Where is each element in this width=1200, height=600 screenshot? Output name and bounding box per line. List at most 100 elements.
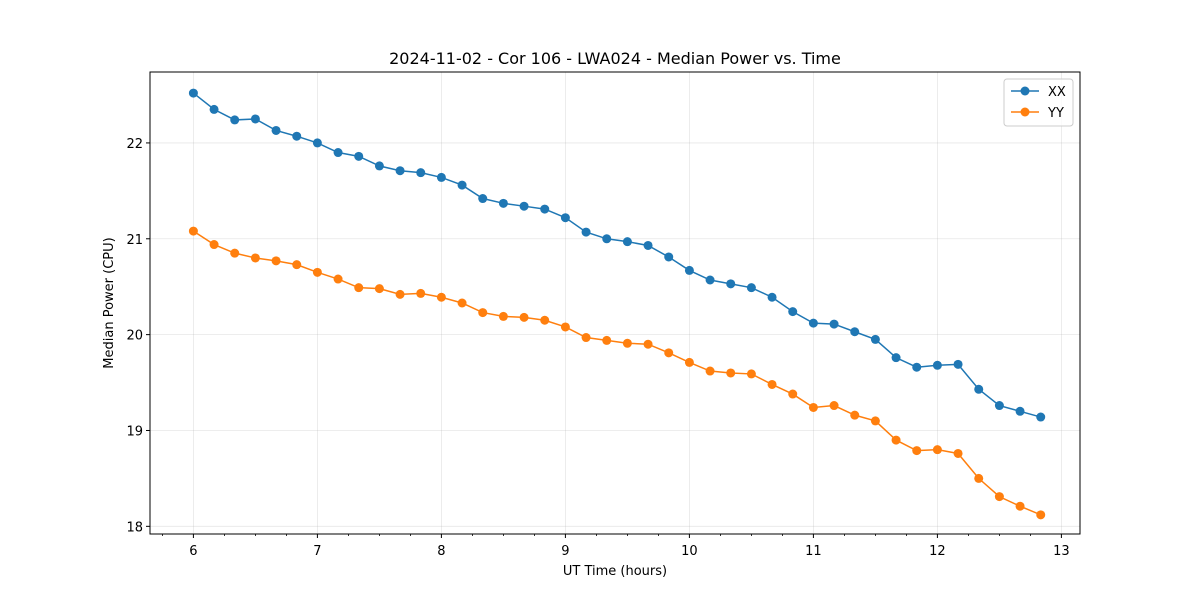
data-point-yy <box>292 260 302 270</box>
data-point-xx <box>684 265 694 275</box>
data-point-yy <box>436 292 446 302</box>
data-point-xx <box>540 204 550 214</box>
data-point-xx <box>436 172 446 182</box>
data-point-xx <box>498 198 508 208</box>
data-point-yy <box>932 445 942 455</box>
data-point-yy <box>519 312 529 322</box>
data-point-yy <box>271 256 281 266</box>
data-point-xx <box>602 234 612 244</box>
data-point-xx <box>994 401 1004 411</box>
data-point-yy <box>994 492 1004 502</box>
data-point-xx <box>188 88 198 98</box>
data-point-yy <box>230 248 240 258</box>
data-point-xx <box>312 138 322 148</box>
data-point-yy <box>850 410 860 420</box>
data-point-xx <box>912 362 922 372</box>
data-point-yy <box>395 289 405 299</box>
data-point-yy <box>602 335 612 345</box>
data-point-xx <box>333 148 343 158</box>
axis-ticks: 6 7 8 9 10 11 12 13 18 19 20 21 22 <box>126 137 1069 559</box>
data-point-xx <box>581 227 591 237</box>
plot-frame <box>149 71 1081 535</box>
x-tick-label: 11 <box>805 544 822 559</box>
data-point-yy <box>1036 510 1046 520</box>
data-point-xx <box>932 360 942 370</box>
data-point-yy <box>788 389 798 399</box>
chart-title: 2024-11-02 - Cor 106 - LWA024 - Median P… <box>389 49 841 68</box>
data-point-xx <box>395 166 405 176</box>
data-point-yy <box>622 338 632 348</box>
data-point-yy <box>478 308 488 318</box>
data-point-xx <box>416 168 426 178</box>
data-point-xx <box>870 334 880 344</box>
data-point-yy <box>829 401 839 411</box>
data-point-xx <box>974 384 984 394</box>
data-point-yy <box>643 339 653 349</box>
x-tick-label: 7 <box>313 544 321 559</box>
data-point-yy <box>416 288 426 298</box>
data-point-xx <box>1015 406 1025 416</box>
data-point-xx <box>250 114 260 124</box>
data-point-yy <box>188 226 198 236</box>
x-tick-label: 6 <box>189 544 197 559</box>
x-axis-label: UT Time (hours) <box>563 564 667 579</box>
data-point-yy <box>767 379 777 389</box>
legend-label-xx: XX <box>1048 85 1066 100</box>
data-point-xx <box>953 359 963 369</box>
data-point-xx <box>726 279 736 289</box>
data-point-xx <box>354 151 364 161</box>
data-point-xx <box>850 327 860 337</box>
data-point-yy <box>1015 501 1025 511</box>
grid <box>150 72 1080 534</box>
x-tick-label: 10 <box>681 544 698 559</box>
data-point-xx <box>622 237 632 247</box>
data-point-yy <box>870 416 880 426</box>
data-point-xx <box>271 125 281 135</box>
data-point-xx <box>808 318 818 328</box>
data-point-yy <box>726 368 736 378</box>
data-point-yy <box>374 284 384 294</box>
data-point-yy <box>953 448 963 458</box>
x-tick-label: 8 <box>437 544 445 559</box>
legend-marker-yy <box>1020 107 1030 117</box>
data-point-xx <box>292 131 302 141</box>
data-point-yy <box>705 366 715 376</box>
data-point-yy <box>312 267 322 277</box>
data-point-yy <box>891 435 901 445</box>
y-tick-label: 22 <box>126 137 143 152</box>
data-point-yy <box>746 369 756 379</box>
data-point-yy <box>912 446 922 456</box>
data-point-xx <box>209 104 219 114</box>
data-point-xx <box>230 115 240 125</box>
x-tick-label: 9 <box>561 544 569 559</box>
data-point-xx <box>643 240 653 250</box>
legend-marker-xx <box>1020 86 1030 96</box>
data-point-yy <box>498 311 508 321</box>
legend: XX YY <box>1003 78 1074 127</box>
data-point-xx <box>705 275 715 285</box>
y-tick-label: 18 <box>126 520 143 535</box>
x-tick-label: 13 <box>1053 544 1070 559</box>
data-point-xx <box>746 283 756 293</box>
data-point-yy <box>560 322 570 332</box>
y-axis-label: Median Power (CPU) <box>102 237 117 368</box>
data-point-xx <box>1036 412 1046 422</box>
data-point-xx <box>519 201 529 211</box>
data-point-xx <box>457 180 467 190</box>
data-point-xx <box>891 353 901 363</box>
data-point-yy <box>250 253 260 263</box>
data-point-yy <box>333 274 343 284</box>
data-point-yy <box>540 315 550 325</box>
data-point-yy <box>209 240 219 250</box>
y-tick-label: 20 <box>126 329 143 344</box>
data-point-xx <box>664 252 674 262</box>
data-point-yy <box>664 348 674 358</box>
legend-label-yy: YY <box>1047 106 1064 121</box>
data-point-xx <box>767 292 777 302</box>
y-tick-label: 19 <box>126 424 143 439</box>
data-point-yy <box>974 473 984 483</box>
data-point-xx <box>374 161 384 171</box>
y-tick-label: 21 <box>126 233 143 248</box>
data-point-yy <box>354 283 364 293</box>
